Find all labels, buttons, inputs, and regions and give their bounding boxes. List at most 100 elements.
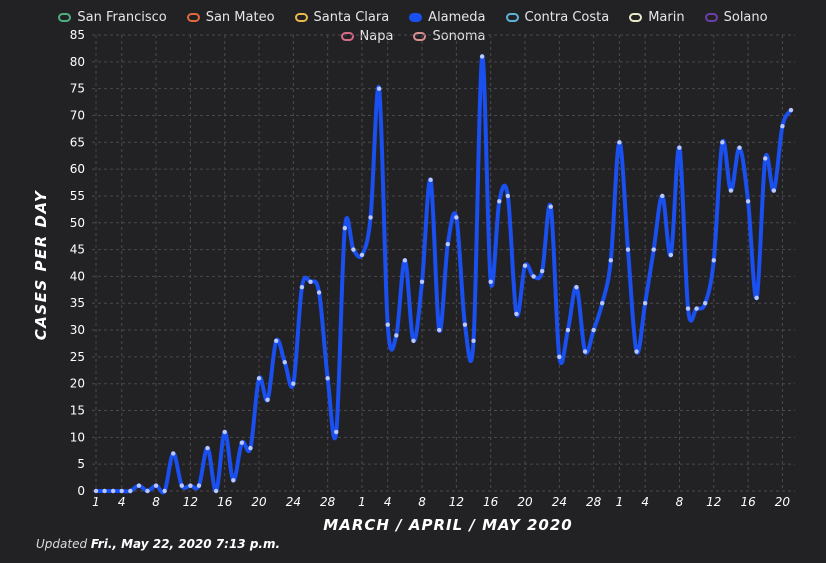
data-point — [702, 301, 708, 306]
legend-label: San Francisco — [77, 10, 167, 25]
data-point — [119, 488, 124, 494]
data-point — [248, 445, 253, 451]
data-point — [291, 381, 296, 386]
data-point — [213, 488, 219, 494]
data-point — [625, 247, 631, 252]
data-point — [685, 306, 691, 311]
legend-label: Solano — [723, 10, 768, 25]
data-point — [617, 140, 622, 145]
legend-swatch — [186, 13, 200, 22]
data-point — [239, 440, 245, 445]
x-tick-label: 1 — [358, 495, 366, 509]
data-point — [402, 258, 408, 263]
x-tick-label: 4 — [118, 495, 126, 509]
data-point — [608, 258, 614, 263]
data-point — [591, 327, 596, 333]
y-tick-label: 80 — [70, 55, 85, 69]
legend-label: Alameda — [428, 10, 486, 25]
updated-value: Fri., May 22, 2020 7:13 p.m. — [90, 537, 281, 551]
x-tick-label: 1 — [92, 495, 100, 509]
data-point — [359, 252, 365, 258]
data-point — [334, 429, 339, 435]
legend-swatch — [58, 13, 72, 22]
x-tick-label: 12 — [706, 495, 721, 509]
legend-swatch — [704, 13, 718, 22]
updated-timestamp: Updated Fri., May 22, 2020 7:13 p.m. — [36, 537, 280, 551]
data-point — [394, 333, 399, 338]
data-point — [136, 483, 142, 488]
x-tick-label: 16 — [483, 495, 499, 509]
data-point — [600, 301, 605, 306]
data-point — [145, 488, 150, 494]
data-point — [497, 199, 502, 204]
data-point — [445, 242, 450, 247]
data-point — [419, 279, 425, 284]
x-tick-label: 12 — [183, 495, 198, 509]
data-point — [479, 54, 485, 59]
data-point — [282, 360, 287, 365]
data-point — [694, 306, 699, 311]
data-point — [308, 279, 313, 284]
legend-row: Napa Sonoma — [0, 27, 826, 46]
data-point — [231, 478, 236, 483]
data-point — [471, 338, 476, 343]
y-tick-label: 75 — [70, 82, 85, 96]
data-point — [771, 188, 777, 193]
legend-label: Sonoma — [432, 29, 486, 44]
legend-swatch — [340, 32, 354, 41]
legend-item-contra-costa[interactable]: Contra Costa — [505, 8, 610, 27]
data-point — [376, 86, 382, 91]
data-point — [505, 193, 511, 199]
x-tick-label: 8 — [676, 495, 684, 509]
data-point — [763, 156, 768, 161]
legend-item-san-francisco[interactable]: San Francisco — [58, 8, 167, 27]
x-tick-label: 28 — [586, 495, 602, 509]
legend-label: Contra Costa — [524, 10, 610, 25]
y-tick-label: 5 — [77, 457, 85, 471]
data-point — [745, 199, 751, 204]
y-tick-label: 15 — [70, 404, 85, 418]
data-point — [514, 311, 519, 317]
data-point — [574, 284, 579, 290]
legend-item-marin[interactable]: Marin — [629, 8, 685, 27]
x-tick-label: 20 — [517, 495, 533, 509]
y-tick-label: 40 — [70, 269, 85, 283]
legend-item-santa-clara[interactable]: Santa Clara — [294, 8, 389, 27]
x-tick-label: 1 — [616, 495, 624, 509]
legend-item-napa[interactable]: Napa — [340, 27, 393, 46]
x-tick-label: 28 — [320, 495, 336, 509]
data-point — [316, 290, 322, 295]
series-line-alameda — [94, 54, 793, 495]
legend-item-alameda[interactable]: Alameda — [409, 8, 486, 27]
y-tick-label: 50 — [70, 216, 85, 230]
y-tick-label: 65 — [70, 135, 85, 149]
y-tick-label: 55 — [70, 189, 85, 203]
data-point — [128, 488, 133, 494]
data-point — [205, 445, 210, 451]
data-point — [171, 451, 176, 456]
legend-swatch — [409, 13, 423, 22]
data-point — [102, 488, 107, 494]
data-point — [642, 301, 648, 306]
x-tick-label: 20 — [775, 495, 791, 509]
y-axis-title: CASES PER DAY — [32, 189, 50, 341]
data-point — [548, 204, 553, 209]
data-point — [565, 327, 571, 333]
data-point — [728, 188, 734, 193]
data-point — [557, 354, 562, 360]
data-point — [634, 349, 639, 354]
data-point — [188, 483, 193, 488]
data-point — [265, 397, 270, 402]
data-point — [582, 349, 588, 354]
legend-item-sonoma[interactable]: Sonoma — [413, 27, 485, 46]
data-point — [325, 376, 330, 381]
legend-item-solano[interactable]: Solano — [704, 8, 768, 27]
y-tick-label: 35 — [70, 296, 85, 310]
data-point — [93, 488, 99, 494]
legend-item-san-mateo[interactable]: San Mateo — [186, 8, 275, 27]
legend-swatch — [505, 13, 519, 22]
data-point — [179, 483, 185, 488]
x-tick-label: 16 — [217, 495, 233, 509]
data-point — [351, 247, 356, 252]
